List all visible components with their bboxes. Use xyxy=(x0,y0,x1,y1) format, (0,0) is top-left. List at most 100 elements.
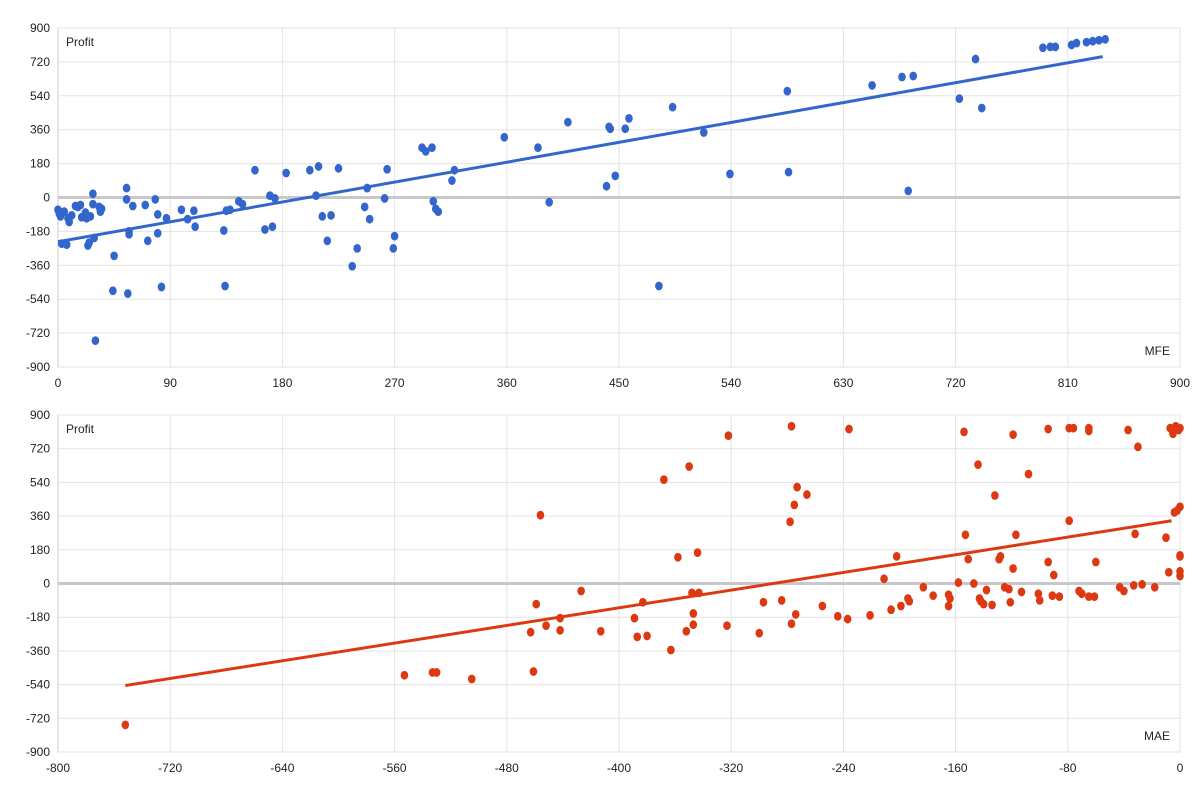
mae-point xyxy=(897,601,905,611)
mfe-point xyxy=(353,243,362,253)
mfe-point xyxy=(97,204,106,214)
mfe-point xyxy=(157,282,166,292)
mfe-point xyxy=(621,124,630,134)
mae-point xyxy=(432,668,441,677)
mfe-point xyxy=(448,176,456,185)
mae-point xyxy=(793,482,801,492)
mfe-point xyxy=(282,168,290,178)
mfe-y-tick-label: 360 xyxy=(30,123,50,137)
mfe-point xyxy=(314,162,323,171)
mae-point xyxy=(695,588,703,598)
mae-point xyxy=(693,548,702,558)
mae-point xyxy=(556,625,564,635)
mfe-point xyxy=(1095,35,1103,45)
mfe-point xyxy=(334,163,343,173)
mfe-point xyxy=(327,210,335,220)
mfe-point xyxy=(606,124,615,134)
mae-point xyxy=(682,626,691,636)
mfe-point xyxy=(668,102,677,112)
mae-point xyxy=(996,551,1005,561)
mae-point xyxy=(556,613,564,623)
mfe-point xyxy=(429,196,438,206)
mae-point xyxy=(1055,592,1064,602)
mae-y-tick-label: -360 xyxy=(26,644,50,658)
mae-point xyxy=(689,620,698,630)
mfe-x-tick-label: 180 xyxy=(272,376,292,390)
mae-point xyxy=(982,585,991,595)
mfe-point xyxy=(183,214,192,224)
mae-y-tick-label: -900 xyxy=(26,745,50,759)
mae-trendline xyxy=(125,519,1172,688)
mfe-point xyxy=(221,281,229,291)
mae-point xyxy=(988,600,996,610)
mae-y-tick-label: 0 xyxy=(43,577,50,591)
mae-y-tick-label: -180 xyxy=(26,610,50,624)
mfe-point xyxy=(191,222,199,232)
mae-point xyxy=(970,579,978,588)
mfe-point xyxy=(955,94,964,104)
mfe-point xyxy=(220,226,228,235)
mfe-point xyxy=(62,240,71,249)
mae-point xyxy=(979,599,988,609)
mfe-point xyxy=(898,72,906,82)
mae-point xyxy=(1090,592,1099,602)
mae-point xyxy=(1129,580,1138,590)
mae-point xyxy=(1169,429,1177,439)
mfe-point xyxy=(226,205,234,215)
mae-point xyxy=(1024,469,1033,479)
mae-point xyxy=(759,597,768,607)
mae-point xyxy=(542,621,550,631)
mfe-point xyxy=(124,289,132,298)
mfe-x-tick-label: 0 xyxy=(55,376,62,390)
mfe-point xyxy=(1082,37,1091,47)
mfe-point xyxy=(868,81,876,90)
mae-y-tick-label: 900 xyxy=(30,408,50,422)
mfe-point xyxy=(153,228,162,238)
mae-point xyxy=(1134,442,1142,452)
mfe-point xyxy=(611,171,620,181)
mae-point xyxy=(1162,533,1170,543)
mfe-point xyxy=(904,186,913,196)
mae-point xyxy=(1164,567,1173,577)
mae-y-tick-label: -540 xyxy=(26,678,50,692)
mae-point xyxy=(919,582,928,592)
mae-point xyxy=(818,601,827,611)
mae-point xyxy=(630,613,639,623)
mae-point xyxy=(1006,597,1015,607)
mfe-point xyxy=(602,181,611,191)
mfe-point xyxy=(76,200,85,210)
mfe-point xyxy=(251,165,259,175)
mae-point xyxy=(1120,586,1128,596)
mae-point xyxy=(689,609,698,618)
mae-point xyxy=(724,431,733,440)
mae-point xyxy=(991,491,999,500)
mae-x-tick-label: -240 xyxy=(831,761,855,775)
mfe-point xyxy=(271,194,279,203)
mae-y-axis-label: Profit xyxy=(66,422,95,436)
mae-point xyxy=(929,591,937,601)
mfe-point xyxy=(143,236,152,246)
mfe-point xyxy=(360,202,369,212)
mfe-y-tick-label: -540 xyxy=(26,292,50,306)
mfe-point xyxy=(1101,34,1109,44)
mae-point xyxy=(845,424,853,434)
mae-x-tick-label: -800 xyxy=(46,761,70,775)
mae-point xyxy=(1048,591,1057,601)
mfe-point xyxy=(428,143,436,152)
mae-point xyxy=(866,610,874,620)
mae-point xyxy=(1176,551,1184,561)
mfe-x-tick-label: 900 xyxy=(1170,376,1190,390)
mfe-point xyxy=(389,243,398,253)
mfe-y-tick-label: -900 xyxy=(26,360,50,374)
mfe-point xyxy=(1072,38,1081,48)
mae-point xyxy=(536,510,545,520)
mfe-point xyxy=(625,114,633,123)
mae-point xyxy=(787,421,796,431)
mfe-x-tick-label: 630 xyxy=(833,376,853,390)
mae-y-tick-label: 180 xyxy=(30,543,50,557)
mae-y-tick-label: 540 xyxy=(30,475,50,489)
mfe-y-tick-label: -720 xyxy=(26,326,50,340)
mae-x-tick-label: -320 xyxy=(719,761,743,775)
mfe-x-axis-label: MFE xyxy=(1145,344,1170,358)
